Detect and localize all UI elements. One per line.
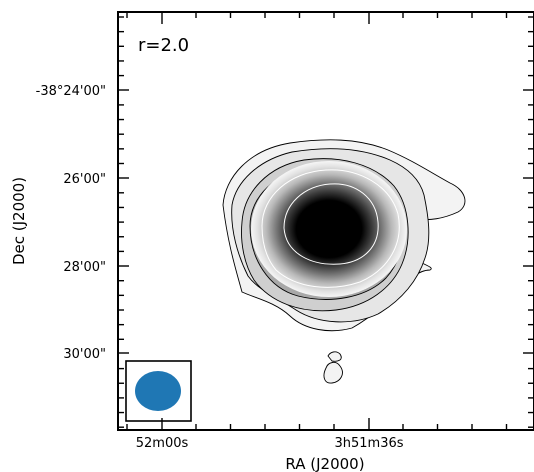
contour-small-blob-2: [323, 361, 343, 384]
y-tick-label-1: 26'00": [63, 172, 106, 187]
contour-level-6-white: [283, 183, 379, 265]
contour-small-blob: [327, 351, 342, 362]
y-tick-label-3: 30'00": [63, 347, 106, 362]
plot-area: [125, 139, 466, 422]
beam-ellipse: [135, 371, 181, 411]
axes-frame: [117, 11, 534, 431]
x-axis-title: RA (J2000): [285, 455, 364, 472]
tick-marks: [118, 12, 534, 430]
x-tick-label-0: 52m00s: [136, 436, 189, 451]
y-tick-label-0: -38°24'00": [36, 84, 106, 99]
y-axis-title: Dec (J2000): [10, 177, 28, 265]
parameter-annotation: r=2.0: [138, 35, 189, 56]
source-image-core: [251, 161, 407, 297]
contour-level-5-white: [261, 169, 400, 288]
y-tick-label-2: 28'00": [63, 260, 106, 275]
x-tick-label-1: 3h51m36s: [334, 436, 403, 451]
